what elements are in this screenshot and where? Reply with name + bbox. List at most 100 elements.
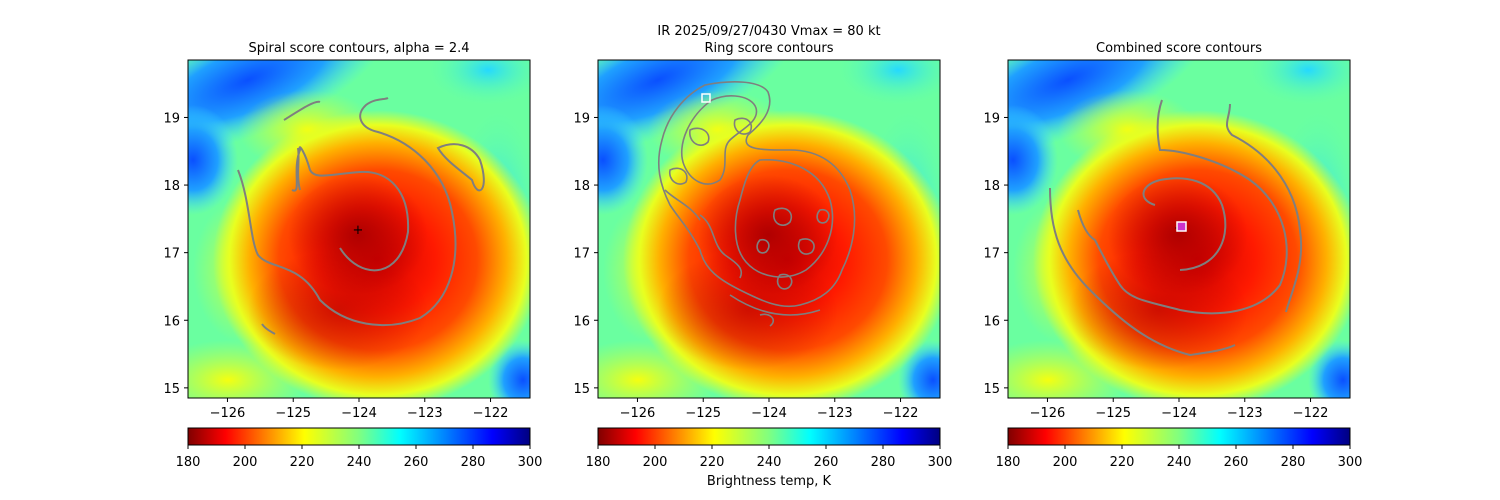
contour-line (291, 146, 410, 272)
contour-line (237, 97, 457, 327)
x-tick-label: −125 (1095, 406, 1131, 421)
colorbar-tick-label: 220 (700, 455, 725, 470)
panel-spiral: Spiral score contours, alpha = 2.4 + −12… (163, 41, 542, 470)
x-tick-label: −124 (751, 406, 787, 421)
contour-line (699, 214, 743, 279)
contour-line (797, 238, 815, 255)
colorbar-ticks: 180 200 220 240 260 280 300 (586, 445, 953, 470)
panel-title: Spiral score contours, alpha = 2.4 (248, 41, 469, 56)
colorbar-tick-label: 300 (928, 455, 953, 470)
contour-line (776, 273, 793, 290)
y-axis: 15 16 17 18 19 (983, 111, 1008, 397)
y-axis: 15 16 17 18 19 (573, 111, 598, 397)
colorbar-tick-label: 240 (1167, 455, 1192, 470)
contour-line (756, 238, 770, 254)
contour-line (729, 294, 821, 316)
x-tick-label: −125 (685, 406, 721, 421)
colorbar-tick-label: 200 (643, 455, 668, 470)
colorbar-tick-label: 200 (1053, 455, 1078, 470)
x-tick-label: −122 (883, 406, 919, 421)
x-tick-label: −125 (275, 406, 311, 421)
y-tick-label: 15 (573, 382, 590, 397)
contour-line (657, 81, 856, 308)
center-marker-plus: + (353, 223, 364, 238)
x-tick-label: −122 (473, 406, 509, 421)
x-tick-label: −122 (1293, 406, 1329, 421)
x-tick-label: −124 (1161, 406, 1197, 421)
center-marker-square (701, 93, 711, 103)
panel-combined: Combined score contours + −126−125−124−1… (983, 41, 1363, 470)
contour-line (1077, 99, 1288, 315)
colorbar-tick-label: 260 (404, 455, 429, 470)
panel-title: Combined score contours (1096, 41, 1262, 56)
x-tick-label: −126 (1030, 406, 1066, 421)
contour-line (283, 100, 321, 121)
x-tick-label: −123 (817, 406, 853, 421)
y-tick-label: 16 (573, 314, 590, 329)
y-tick-label: 17 (983, 247, 1000, 262)
y-tick-label: 17 (573, 247, 590, 262)
center-marker-square (1176, 221, 1187, 232)
combined-contours (1049, 99, 1303, 357)
x-axis: −126 −125 −124 −123 −122 (210, 398, 509, 421)
ir-heatmap (188, 60, 530, 398)
contour-line (1225, 103, 1303, 313)
colorbar-tick-label: 280 (461, 455, 486, 470)
x-tick-label: −126 (210, 406, 246, 421)
y-tick-label: 16 (163, 314, 180, 329)
colorbar-tick-label: 260 (814, 455, 839, 470)
ir-heatmap (598, 60, 940, 398)
colorbar (597, 427, 941, 446)
colorbar-tick-label: 180 (996, 455, 1021, 470)
y-tick-label: 15 (163, 382, 180, 397)
colorbar (187, 427, 531, 446)
colorbar-tick-label: 280 (1281, 455, 1306, 470)
colorbar-tick-label: 180 (586, 455, 611, 470)
y-tick-label: 19 (163, 111, 180, 126)
y-tick-label: 18 (573, 179, 590, 194)
contour-line (734, 159, 834, 278)
contour-line (689, 127, 710, 146)
y-tick-label: 15 (983, 382, 1000, 397)
contour-line (680, 95, 758, 185)
contour-line (1049, 187, 1236, 357)
colorbar-tick-label: 240 (757, 455, 782, 470)
y-tick-label: 17 (163, 247, 180, 262)
colorbar-tick-label: 260 (1224, 455, 1249, 470)
x-axis: −126 −125 −124 −123 −122 (1030, 398, 1329, 421)
contour-line (261, 323, 276, 335)
x-tick-label: −124 (341, 406, 377, 421)
x-tick-label: −126 (620, 406, 656, 421)
ring-contours (657, 81, 856, 327)
x-axis: −126 −125 −124 −123 −122 (620, 398, 919, 421)
panel-ring: Ring score contours −126 −125 −124 −123 −122… (573, 41, 953, 489)
y-tick-label: 18 (163, 179, 180, 194)
contour-line (668, 167, 688, 185)
y-tick-label: 19 (983, 111, 1000, 126)
ir-heatmap (1008, 60, 1350, 398)
colorbar-tick-label: 280 (871, 455, 896, 470)
figure-suptitle: IR 2025/09/27/0430 Vmax = 80 kt (657, 24, 880, 39)
y-axis: 15 16 17 18 19 (163, 111, 188, 397)
contour-line (297, 147, 301, 191)
panel-title: Ring score contours (704, 41, 833, 56)
y-tick-label: 18 (983, 179, 1000, 194)
colorbar-ticks: 180 200 220 240 260 280 300 (176, 445, 542, 470)
contour-line (664, 189, 701, 221)
y-tick-label: 19 (573, 111, 590, 126)
contour-line (816, 208, 830, 224)
spiral-contours (237, 97, 485, 335)
colorbar-tick-label: 180 (176, 455, 201, 470)
x-tick-label: −123 (1227, 406, 1263, 421)
colorbar-ticks: 180 200 220 240 260 280 300 (996, 445, 1363, 470)
colorbar-tick-label: 220 (290, 455, 315, 470)
colorbar (1007, 427, 1351, 446)
colorbar-tick-label: 300 (1338, 455, 1363, 470)
colorbar-tick-label: 200 (233, 455, 258, 470)
colorbar-tick-label: 240 (347, 455, 372, 470)
x-tick-label: −123 (407, 406, 443, 421)
y-tick-label: 16 (983, 314, 1000, 329)
colorbar-tick-label: 220 (1110, 455, 1135, 470)
contour-line (759, 313, 775, 327)
